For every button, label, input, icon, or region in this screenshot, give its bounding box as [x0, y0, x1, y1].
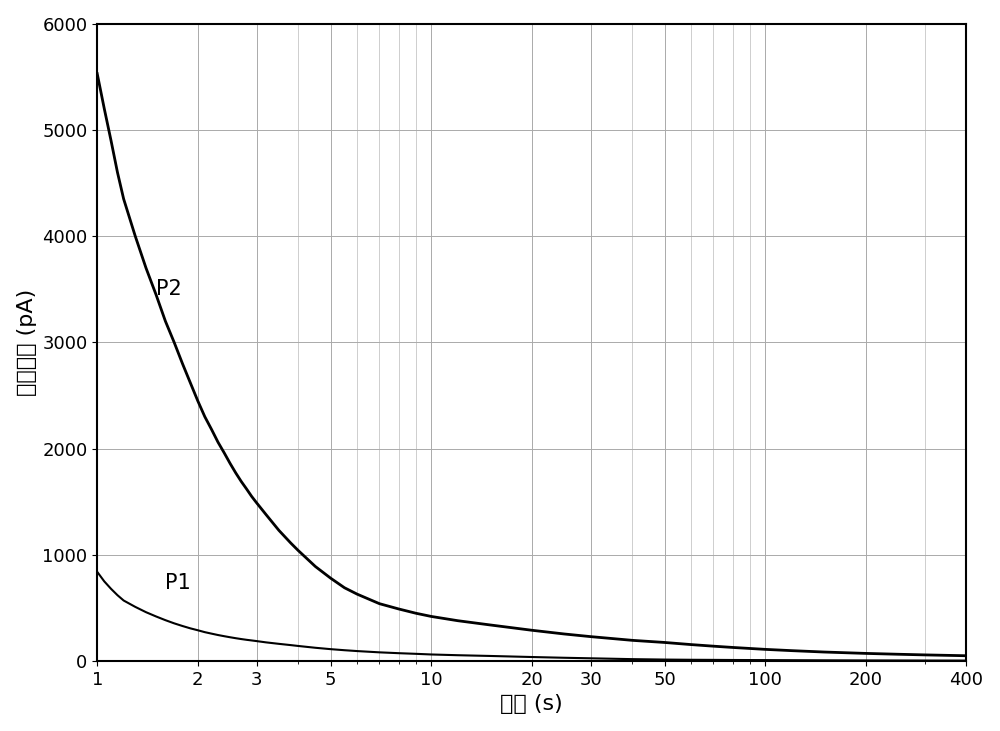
Y-axis label: 极化电流 (pA): 极化电流 (pA)	[17, 289, 37, 396]
Text: P1: P1	[165, 573, 191, 593]
Text: P2: P2	[156, 279, 182, 298]
X-axis label: 时间 (s): 时间 (s)	[500, 694, 563, 714]
